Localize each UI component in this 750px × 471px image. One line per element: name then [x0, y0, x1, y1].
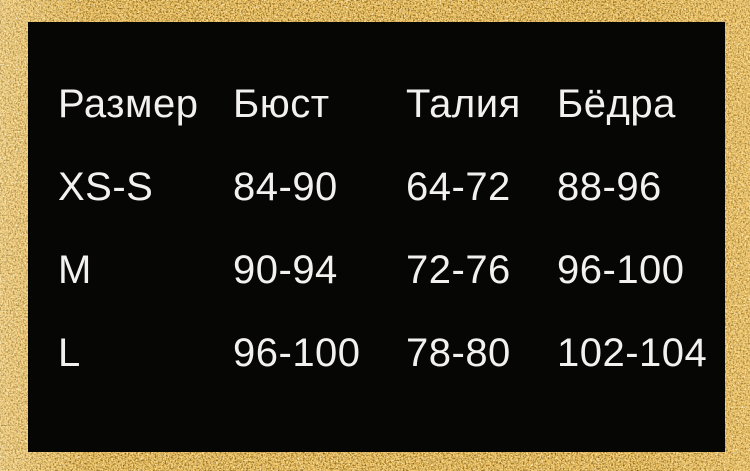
size-table: Размер Бюст Талия Бёдра XS-S 84-90 64-72…: [28, 22, 725, 394]
row-l-hips: 102-104: [557, 330, 708, 375]
row-xss-waist: 64-72: [406, 164, 511, 209]
row-xss-bust: 84-90: [233, 164, 338, 209]
row-l-size: L: [58, 330, 81, 375]
row-xss-hips: 88-96: [557, 164, 662, 209]
column-header-bust: Бюст: [233, 81, 330, 126]
row-l-bust: 96-100: [233, 330, 361, 375]
row-m-hips: 96-100: [557, 247, 685, 292]
column-header-waist: Талия: [406, 81, 521, 126]
size-chart-panel: Размер Бюст Талия Бёдра XS-S 84-90 64-72…: [28, 22, 725, 452]
row-m-bust: 90-94: [233, 247, 338, 292]
row-m-waist: 72-76: [406, 247, 511, 292]
row-l-waist: 78-80: [406, 330, 511, 375]
row-xss-size: XS-S: [58, 164, 154, 209]
column-header-size: Размер: [58, 81, 199, 126]
column-header-hips: Бёдра: [557, 81, 676, 126]
row-m-size: M: [58, 247, 92, 292]
